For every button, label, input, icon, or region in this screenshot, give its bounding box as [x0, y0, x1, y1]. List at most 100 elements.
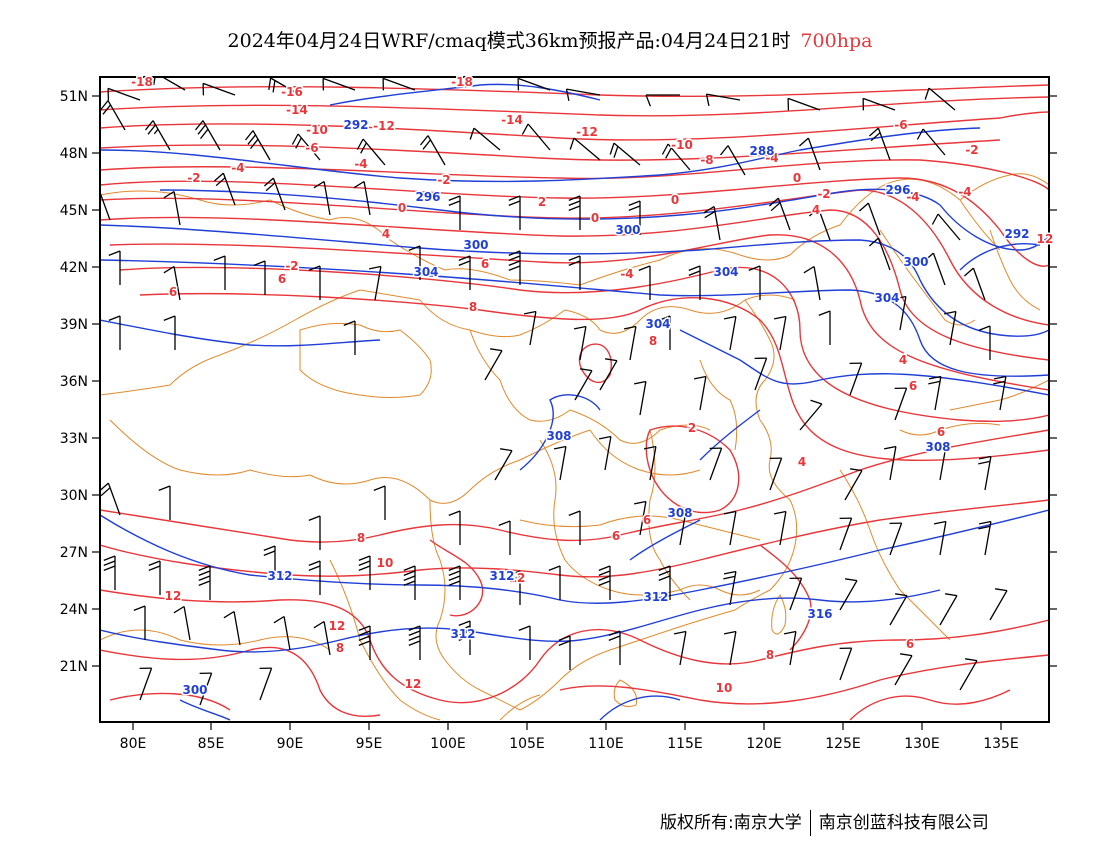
barb-feather	[704, 210, 716, 219]
barb-feather	[448, 575, 461, 582]
barb-feather	[978, 525, 991, 530]
barb-feather	[978, 460, 991, 465]
wind-barb	[408, 245, 421, 280]
wind-barb	[568, 195, 581, 230]
barb-feather	[933, 445, 947, 450]
temperature-label: -14	[501, 113, 523, 127]
wind-barb	[703, 205, 721, 241]
wind-barb	[163, 265, 181, 301]
wind-barb	[923, 252, 946, 286]
barb-shaft	[374, 266, 382, 301]
barb-feather	[498, 520, 511, 527]
barb-feather	[628, 200, 641, 207]
wind-barb	[818, 310, 831, 345]
barb-shaft	[173, 191, 181, 226]
barb-shaft	[473, 127, 501, 151]
barb-feather	[148, 560, 161, 567]
barb-shaft	[889, 446, 897, 481]
wind-barb	[558, 635, 571, 670]
temperature-label: -4	[765, 151, 778, 165]
wind-barb	[893, 295, 907, 331]
map-title: 2024年04月24日WRF/cmaq模式36km预报产品:04月24日21时 7…	[0, 26, 1100, 53]
barb-feather	[173, 605, 185, 614]
barb-feather	[213, 172, 224, 182]
barb-feather	[403, 570, 416, 577]
barb-feather	[628, 205, 641, 212]
wind-barb	[199, 672, 213, 706]
lat-label: 27N	[60, 545, 88, 561]
barb-shaft	[932, 252, 946, 286]
barb-feather	[100, 192, 101, 194]
wind-barb	[673, 510, 687, 546]
barb-feather	[569, 137, 575, 150]
company-text: 南京创蓝科技有限公司	[818, 813, 989, 833]
lon-label: 80E	[120, 736, 147, 752]
temperature-label: 6	[906, 637, 914, 651]
barb-feather	[458, 255, 471, 262]
wind-barb	[313, 620, 331, 656]
barb-feather	[368, 265, 382, 270]
barb-feather	[893, 295, 907, 300]
barb-shaft	[817, 207, 831, 241]
wind-barb	[768, 197, 791, 231]
wind-barb	[978, 520, 992, 556]
barb-feather	[199, 128, 209, 140]
barb-feather	[703, 205, 715, 214]
barb-feather	[658, 570, 671, 577]
barb-shaft	[484, 350, 503, 381]
wind-barb	[868, 237, 891, 271]
wind-barb	[723, 630, 737, 666]
barb-shaft	[787, 97, 821, 111]
temperature-label: 8	[357, 531, 365, 545]
barb-feather	[153, 77, 156, 85]
barb-feather	[458, 260, 471, 267]
copyright-text: 版权所有:南京大学	[660, 813, 802, 833]
temperature-label: 10	[377, 556, 394, 570]
barb-feather	[693, 375, 707, 380]
barb-shaft	[799, 403, 823, 431]
barb-shaft	[573, 137, 601, 161]
wind-barb	[883, 445, 897, 481]
barb-feather	[448, 565, 461, 572]
lon-label: 95E	[356, 736, 383, 752]
wind-barb	[719, 145, 746, 176]
height-label: 292	[343, 118, 368, 132]
wind-barb	[839, 647, 853, 681]
lon-label: 105E	[509, 736, 545, 752]
barb-shaft	[139, 667, 153, 701]
barb-shaft	[222, 172, 236, 206]
temperature-label: -8	[700, 153, 713, 167]
barb-feather	[356, 138, 364, 150]
wind-barb	[943, 310, 957, 346]
barb-feather	[358, 625, 371, 632]
height-label: 296	[885, 183, 910, 197]
barb-feather	[943, 310, 957, 315]
wind-barb	[959, 658, 978, 691]
barb-feather	[633, 380, 647, 385]
barb-feather	[448, 510, 461, 517]
barb-feather	[408, 630, 421, 637]
temperature-label: 4	[382, 227, 390, 241]
barb-shaft	[599, 360, 618, 391]
temperature-label: 6	[612, 529, 620, 543]
latitude-labels: 51N 48N 45N 42N 39N 36N 33N 30N 27N 24N 21N	[60, 89, 88, 675]
wind-barb	[508, 195, 521, 230]
wind-barb	[723, 315, 737, 351]
wind-barb	[565, 88, 601, 102]
temperature-label: -6	[305, 141, 318, 155]
barb-feather	[273, 615, 285, 624]
temperature-label: -18	[451, 75, 473, 89]
wind-barb	[574, 368, 593, 401]
barb-shaft	[939, 446, 947, 481]
barb-feather	[144, 120, 154, 131]
lat-label: 39N	[60, 317, 88, 333]
wind-barb	[789, 577, 803, 611]
temperature-label: 2	[538, 195, 546, 209]
barb-shaft	[928, 87, 956, 111]
barb-feather	[358, 640, 371, 647]
barb-feather	[978, 455, 992, 460]
barb-shaft	[839, 580, 858, 611]
temperature-label: 0	[398, 201, 406, 215]
temperature-label: -4	[354, 157, 367, 171]
wind-barb	[244, 130, 271, 161]
